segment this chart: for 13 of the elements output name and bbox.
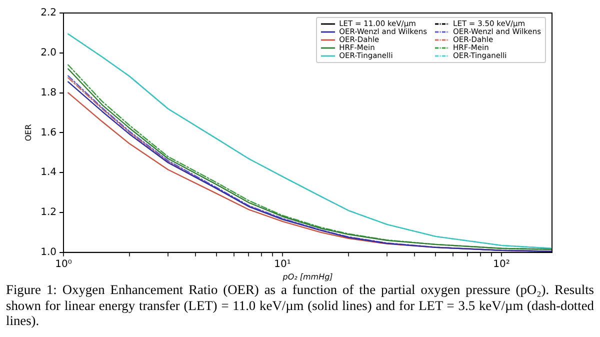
y-tick-label: 1.0 (40, 246, 57, 258)
x-tick-label: 10¹ (274, 258, 291, 270)
y-tick-label: 1.6 (40, 127, 57, 138)
y-axis-title: OER (24, 124, 33, 142)
x-axis-title: pO₂ [mmHg] (282, 272, 333, 282)
y-tick-label: 2.0 (40, 47, 57, 58)
y-tick-label: 1.2 (40, 207, 57, 218)
y-tick-label: 1.8 (40, 87, 57, 98)
caption: Figure 1: Oxygen Enhancement Ratio (OER) as a function of the partial oxygen pressure (pO₂). Results shown for linear energy transfer (LET) = 11.0 keV/µm (solid lines) and for LET = 3.5 keV/µm (dash-dotted lines). (5, 282, 595, 328)
y-tick-label: 2.2 (40, 8, 57, 19)
x-tick-label: 10⁰ (55, 258, 72, 270)
y-tick-label: 1.4 (40, 167, 57, 178)
x-tick-label: 10² (493, 258, 510, 270)
